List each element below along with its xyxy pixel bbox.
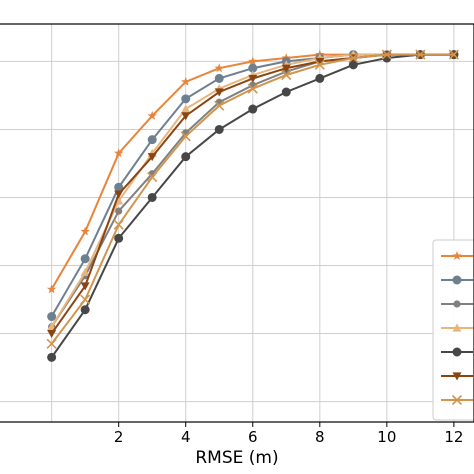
data-point [281,69,292,81]
data-point [181,76,191,86]
data-point [46,284,57,294]
data-point [452,275,462,285]
x-tick-label: 10 [377,428,396,446]
x-tick-label: 6 [248,428,258,446]
data-point [113,148,124,158]
data-point [147,192,157,202]
data-point [214,88,224,97]
data-point [114,233,124,243]
data-point [80,305,90,315]
data-point [113,219,124,230]
data-point [248,104,258,114]
legend-item-6 [441,372,473,381]
data-point [348,60,358,70]
data-point [46,338,57,349]
data-point [180,131,191,142]
data-point [47,329,57,339]
data-point [415,49,426,60]
grid [0,24,474,422]
data-point [115,207,123,215]
data-point [248,63,258,73]
legend-item-7 [441,394,473,406]
x-tick-label: 4 [181,428,191,446]
data-point [214,124,224,134]
legend-item-5 [441,347,473,357]
data-point [248,74,258,83]
plot-frame [0,23,474,423]
x-ticks: 2 4 6 8 10 12 [114,422,463,446]
data-point [452,347,462,357]
data-point [181,152,191,162]
data-point [248,56,258,66]
data-point [147,110,157,120]
data-point [452,323,462,332]
data-point [114,190,124,199]
data-point [47,322,57,331]
data-point [147,135,157,145]
x-tick-label: 8 [315,428,325,446]
data-point [448,49,459,60]
data-point [315,73,325,83]
data-point [181,94,191,104]
data-point [214,73,224,83]
data-point [281,87,291,97]
data-point [80,294,91,305]
series-lines [46,49,459,362]
data-point [214,100,225,111]
data-point [147,153,157,162]
legend-item-4 [441,323,473,332]
data-point [314,59,325,70]
data-point [181,112,191,121]
data-point [114,182,124,192]
legend-item-3 [441,300,473,308]
data-point [348,52,359,64]
data-point [381,49,392,60]
legend-item-1 [441,251,473,260]
data-point [80,282,90,291]
legend [432,239,474,421]
x-tick-label: 12 [444,428,463,446]
series-7 [46,49,459,349]
data-point [47,312,57,322]
data-point [315,57,325,66]
data-point [453,300,461,308]
data-point [80,226,90,236]
data-point [80,254,90,264]
data-point [214,63,224,73]
data-point [451,394,463,406]
data-point [47,352,57,362]
data-point [247,83,258,94]
x-tick-label: 2 [114,428,124,446]
legend-item-2 [441,275,473,285]
data-point [80,267,90,276]
data-point [147,172,158,183]
x-axis-label: RMSE (m) [195,448,278,468]
data-point [452,372,462,381]
data-point [181,104,191,113]
data-point [281,64,291,73]
data-point [452,251,462,260]
